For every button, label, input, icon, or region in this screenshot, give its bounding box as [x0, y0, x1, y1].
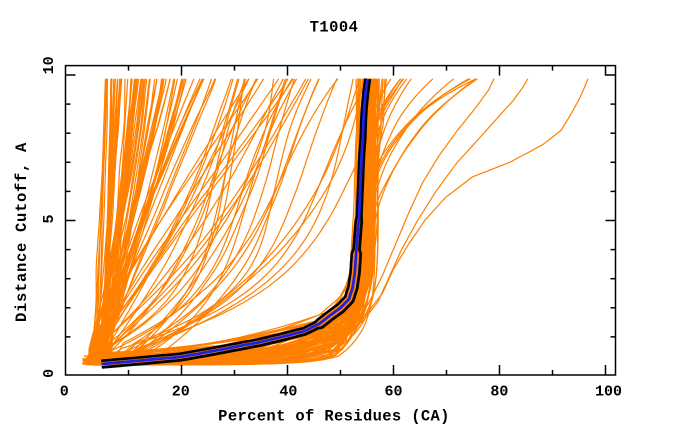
svg-text:5: 5	[41, 214, 58, 223]
svg-text:T1004: T1004	[310, 19, 359, 37]
svg-text:10: 10	[41, 56, 58, 74]
svg-text:20: 20	[172, 384, 190, 401]
svg-text:40: 40	[279, 384, 297, 401]
svg-text:0: 0	[41, 369, 58, 378]
svg-text:80: 80	[490, 384, 508, 401]
svg-text:Distance Cutoff, A: Distance Cutoff, A	[13, 142, 31, 322]
svg-text:100: 100	[595, 384, 622, 401]
svg-text:0: 0	[60, 384, 69, 401]
svg-text:60: 60	[384, 384, 402, 401]
svg-text:Percent of Residues (CA): Percent of Residues (CA)	[218, 408, 450, 426]
